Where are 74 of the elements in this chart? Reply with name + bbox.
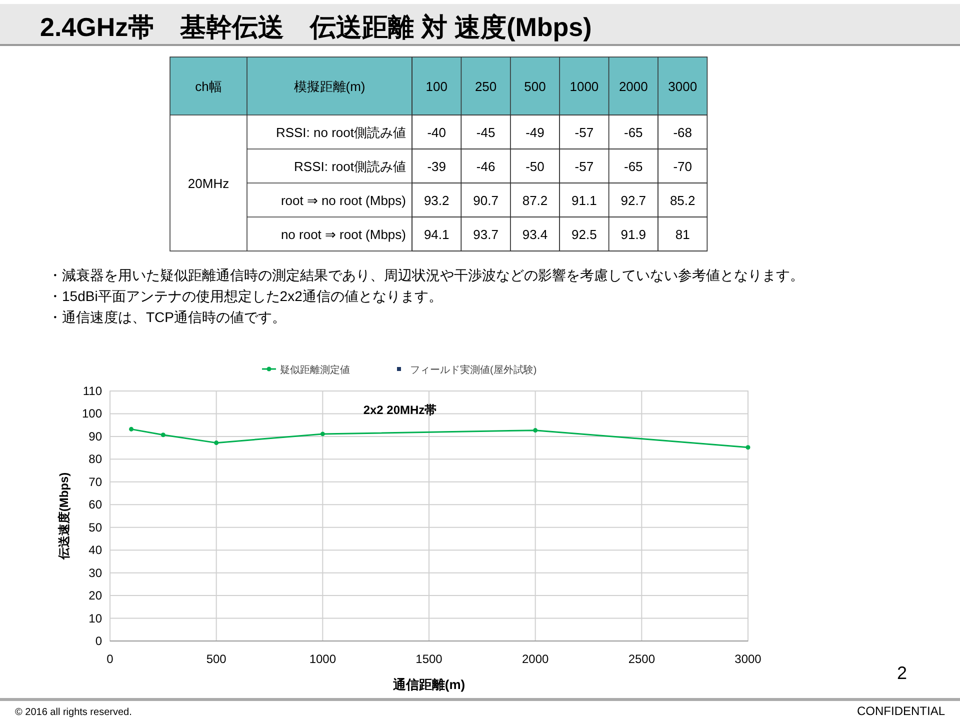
x-tick-label: 1000 xyxy=(570,79,599,94)
data-label: 93.7 xyxy=(473,227,498,242)
y-tick-label: 10 xyxy=(88,611,102,626)
point xyxy=(746,445,750,450)
x-tick-label: 250 xyxy=(474,79,497,94)
point xyxy=(320,432,325,436)
x-tick-label: 500 xyxy=(524,79,546,94)
point xyxy=(214,440,219,446)
y-tick-label: root ⇒ no root (Mbps) xyxy=(280,193,406,208)
y-tick-label: 40 xyxy=(88,543,102,558)
y-tick-label: 30 xyxy=(88,566,102,580)
data-label: -46 xyxy=(476,159,496,174)
data-label: 91.1 xyxy=(572,193,597,208)
data-label: 92.5 xyxy=(572,227,597,242)
data-label: -49 xyxy=(526,125,544,140)
data-label: -40 xyxy=(427,125,446,140)
x-axis-title: 模擬距離(m) xyxy=(294,79,366,94)
point xyxy=(533,428,538,433)
data-label: -70 xyxy=(673,159,692,174)
x-tick-label: 2000 xyxy=(618,79,648,94)
text: CONFIDENTIAL xyxy=(856,704,946,718)
data-label: 93.4 xyxy=(522,227,548,242)
chart-title: 2.4GHz帯 基幹伝送 伝送距離 対 速度(Mbps) xyxy=(40,12,592,42)
y-tick-label: RSSI: root側読み値 xyxy=(294,159,406,174)
text: 2 xyxy=(897,663,908,683)
data-label: 94.1 xyxy=(424,227,450,242)
y-tick-label: 110 xyxy=(82,384,102,398)
data-label: 85.2 xyxy=(670,193,696,208)
point xyxy=(160,432,166,438)
legend-label: 疑似距離測定値 xyxy=(280,364,350,376)
data-label: -65 xyxy=(624,125,643,140)
x-tick-label: 0 xyxy=(106,652,114,666)
legend-label: フィールド実測値(屋外試験) xyxy=(410,364,537,376)
data-label: -39 xyxy=(427,159,446,174)
data-label: 91.9 xyxy=(620,227,646,242)
x-tick-label: 1500 xyxy=(416,652,443,666)
data-label: 81 xyxy=(675,227,690,242)
y-tick-label: 50 xyxy=(88,520,102,534)
x-tick-label: 3000 xyxy=(668,79,698,94)
y-tick-label: 100 xyxy=(82,406,102,421)
x-tick-label: 2500 xyxy=(628,652,656,666)
x-tick-label: 1000 xyxy=(309,652,336,666)
y-axis-title: 伝送速度(Mbps) xyxy=(57,472,71,561)
y-tick-label: 60 xyxy=(88,498,102,512)
text: ・15dBi平面アンテナの使用想定した2x2通信の値となります。 xyxy=(48,288,442,304)
text: 2x2 20MHz帯 xyxy=(363,403,437,417)
x-axis-title: 通信距離(m) xyxy=(392,677,466,692)
x-tick-label: 2000 xyxy=(522,652,550,666)
data-label: -45 xyxy=(476,125,496,140)
text: © 2016 all rights reserved. xyxy=(15,707,132,718)
y-tick-label: 90 xyxy=(88,429,102,444)
y-tick-label: no root ⇒ root (Mbps) xyxy=(280,227,406,242)
data-label: 92.7 xyxy=(620,193,646,208)
text: ch幅 xyxy=(195,79,222,94)
y-tick-label: 0 xyxy=(95,634,102,648)
y-tick-label: 20 xyxy=(88,588,102,603)
x-tick-label: 500 xyxy=(206,652,227,666)
data-label: -50 xyxy=(526,159,544,174)
text: ・通信速度は、TCP通信時の値です。 xyxy=(48,309,286,325)
data-label: -57 xyxy=(574,159,594,174)
data-label: 93.2 xyxy=(424,193,450,208)
y-tick-label: RSSI: no root側読み値 xyxy=(276,125,406,140)
x-tick-label: 100 xyxy=(426,79,448,94)
data-label: 87.2 xyxy=(522,193,548,208)
data-label: -57 xyxy=(574,125,594,140)
y-tick-label: 70 xyxy=(88,474,102,489)
data-label: -65 xyxy=(624,159,643,174)
point xyxy=(129,426,134,432)
x-tick-label: 3000 xyxy=(734,652,762,666)
text: 20MHz xyxy=(188,176,230,191)
text: ・減衰器を用いた疑似距離通信時の測定結果であり、周辺状況や干渉波などの影響を考慮していない参考値となります。 xyxy=(48,267,804,283)
data-label: 90.7 xyxy=(473,193,498,208)
data-label: -68 xyxy=(673,125,692,140)
y-tick-label: 80 xyxy=(88,452,102,466)
